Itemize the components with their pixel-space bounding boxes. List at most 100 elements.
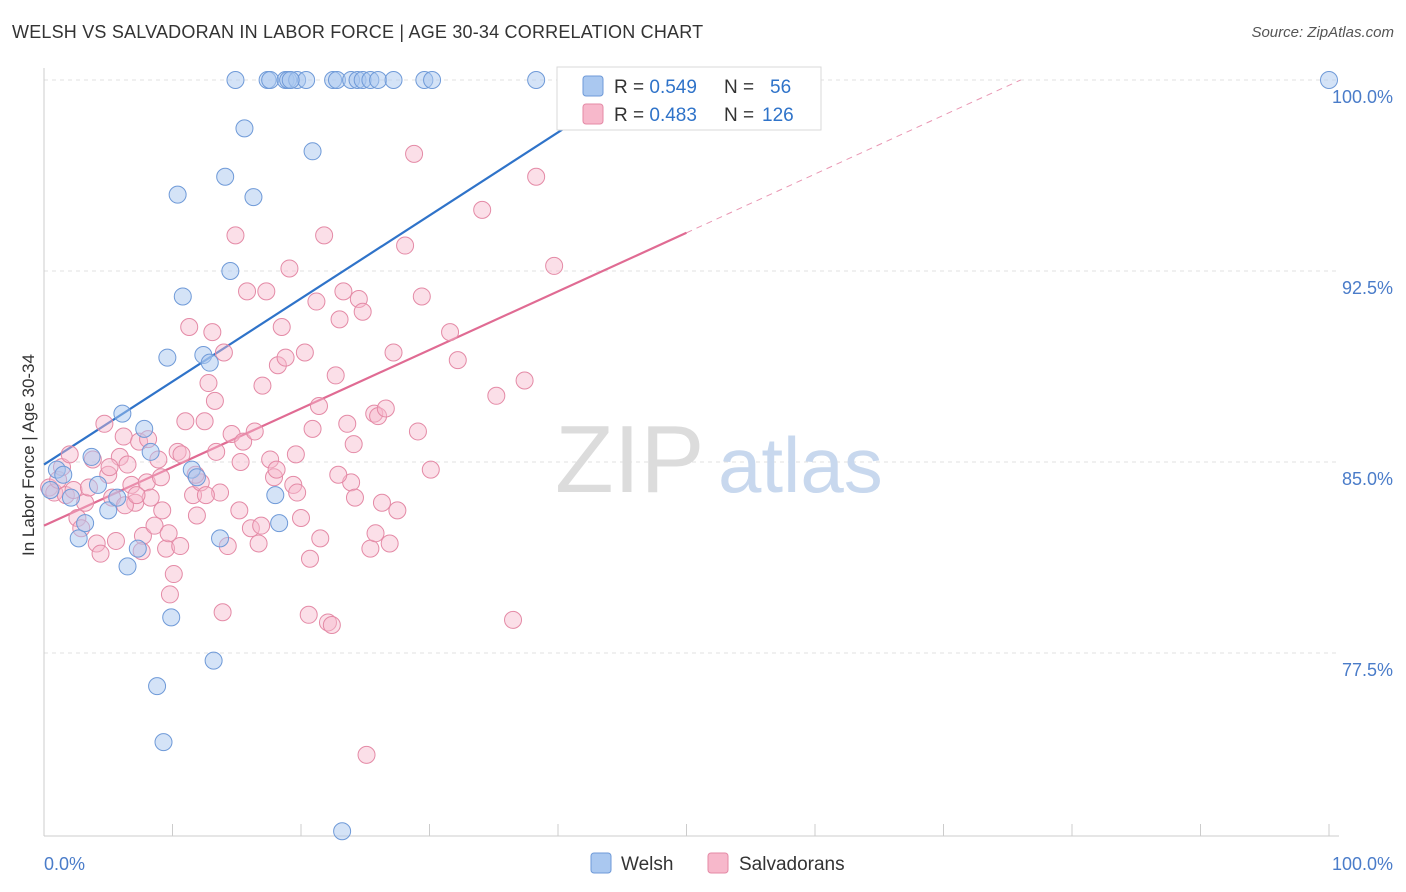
legend-salv-r-value: 0.483 [649, 105, 697, 126]
salvadorans-point-76 [334, 282, 353, 301]
salvadorans-point-85 [369, 407, 388, 426]
salvadorans-point-89 [384, 343, 403, 362]
salvadorans-point-62 [280, 259, 299, 278]
welsh-point-3 [61, 488, 80, 507]
salvadorans-point-106 [171, 537, 190, 556]
welsh-point-30 [235, 119, 254, 138]
salvadorans-point-86 [372, 493, 391, 512]
welsh-point-0 [41, 481, 60, 500]
salvadorans-point-41 [199, 374, 218, 393]
salvadorans-point-14 [95, 414, 114, 433]
salvadorans-point-61 [276, 348, 295, 367]
welsh-trend-line [43, 81, 636, 466]
welsh-point-22 [187, 468, 206, 487]
salvadorans-point-19 [114, 427, 133, 446]
salvadorans-point-94 [441, 323, 460, 342]
salvadorans-point-5 [60, 445, 79, 464]
chart-title: WELSH VS SALVADORAN IN LABOR FORCE | AGE… [12, 22, 704, 42]
salvadorans-point-121 [448, 351, 467, 370]
salvadorans-point-82 [357, 745, 376, 764]
salvadorans-point-43 [207, 442, 226, 461]
salvadorans-point-55 [253, 376, 272, 395]
trend-lines [43, 79, 1021, 527]
welsh-point-26 [211, 529, 230, 548]
salvadorans-point-38 [187, 506, 206, 525]
welsh-point-31 [244, 188, 263, 207]
welsh-point-6 [82, 447, 101, 466]
y-axis-label: In Labor Force | Age 30-34 [19, 354, 38, 556]
salvadorans-point-60 [272, 318, 291, 337]
salvadorans-point-17 [106, 531, 125, 550]
welsh-point-9 [108, 488, 127, 507]
salvadorans-trend-line [43, 231, 687, 527]
salvadorans-point-67 [299, 605, 318, 624]
salvadorans-point-71 [315, 226, 334, 245]
welsh-point-39 [297, 71, 316, 89]
salvadorans-point-25 [137, 473, 156, 492]
legend-welsh-n-value: 56 [770, 77, 791, 98]
salvadorans-point-31 [160, 585, 179, 604]
bottom-legend-swatch-salvadorans [707, 852, 729, 874]
bottom-legend-salvadorans: Salvadorans [739, 854, 845, 875]
welsh-point-20 [173, 287, 192, 306]
watermark: ZIP atlas [555, 406, 883, 513]
tick-labels: 77.5% 85.0% 92.5% 100.0% 0.0% 100.0% [44, 87, 1393, 874]
salvadorans-point-90 [396, 236, 415, 255]
salvadorans-point-97 [515, 371, 534, 390]
salvadorans-point-116 [329, 465, 348, 484]
salvadorans-point-83 [361, 539, 380, 558]
salvadorans-point-124 [151, 468, 170, 487]
welsh-point-14 [141, 442, 160, 461]
welsh-point-43 [333, 822, 352, 841]
salvadorans-point-95 [473, 200, 492, 219]
welsh-point-35 [270, 514, 289, 533]
x-tick-label-1: 100.0% [1332, 854, 1393, 874]
legend-salv-n-label: N = [724, 105, 759, 126]
salvadorans-point-93 [421, 460, 440, 479]
welsh-point-52 [527, 71, 546, 89]
welsh-point-16 [154, 733, 173, 752]
y-tick-label-3: 100.0% [1332, 87, 1393, 107]
welsh-point-55 [1320, 71, 1338, 89]
welsh-point-25 [204, 651, 223, 670]
salvadorans-point-56 [257, 282, 276, 301]
salvadorans-point-45 [214, 343, 233, 362]
salvadorans-point-40 [195, 412, 214, 431]
legend: R = 0.549 N = 56 R = 0.483 N = 126 [556, 66, 822, 131]
legend-welsh-row: R = 0.549 N = 56 [614, 77, 791, 98]
legend-swatch-welsh [582, 75, 604, 97]
salvadorans-point-44 [211, 483, 230, 502]
salvadorans-point-64 [288, 483, 307, 502]
welsh-point-27 [216, 167, 235, 186]
salvadorans-point-51 [238, 282, 257, 301]
salvadorans-point-70 [311, 529, 330, 548]
salvadorans-point-12 [87, 534, 106, 553]
welsh-point-33 [261, 71, 280, 89]
legend-salv-n-value: 126 [762, 105, 794, 126]
salvadorans-point-109 [213, 603, 232, 622]
bottom-legend-swatch-welsh [590, 852, 612, 874]
salvadorans-point-57 [261, 450, 280, 469]
salvadorans-point-91 [405, 144, 424, 163]
salvadorans-point-113 [286, 445, 305, 464]
welsh-point-13 [135, 419, 154, 438]
bottom-legend-welsh: Welsh [621, 854, 673, 875]
salvadorans-point-105 [159, 524, 178, 543]
salvadorans-point-101 [100, 458, 119, 477]
welsh-point-12 [128, 539, 147, 558]
legend-salv-r-label: R = [614, 105, 649, 126]
legend-welsh-r-label: R = [614, 77, 649, 98]
salvadorans-point-111 [252, 516, 271, 535]
salvadorans-point-34 [172, 445, 191, 464]
y-tick-label-2: 92.5% [1342, 278, 1393, 298]
welsh-point-19 [168, 185, 187, 204]
salvadorans-point-52 [241, 519, 260, 538]
salvadorans-point-125 [205, 391, 224, 410]
salvadorans-point-27 [145, 516, 164, 535]
bottom-legend: Welsh Salvadorans [590, 852, 845, 875]
welsh-point-18 [162, 608, 181, 627]
salvadorans-point-29 [153, 501, 172, 520]
salvadorans-point-96 [504, 610, 523, 629]
welsh-point-40 [303, 142, 322, 161]
